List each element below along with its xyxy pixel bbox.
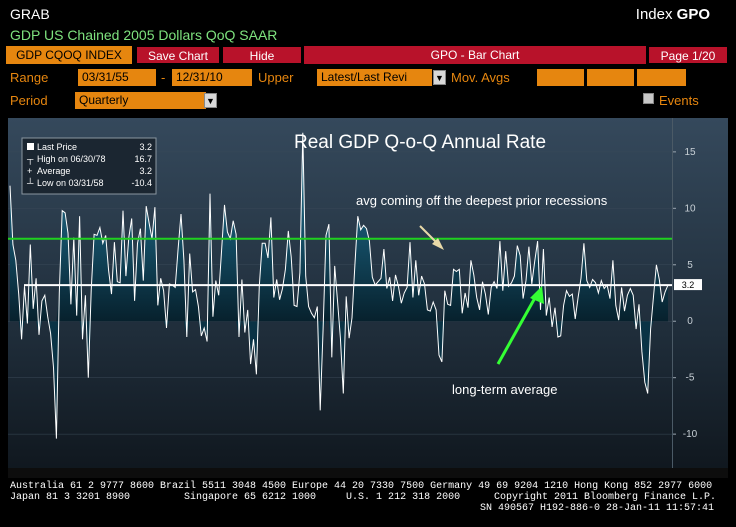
annotation-recession-avg: avg coming off the deepest prior recessi… [356,193,608,208]
legend-high-value: 16.7 [134,154,152,164]
chevron-down-icon[interactable]: ▼ [204,93,217,108]
annotation-arrow-2 [496,295,538,365]
index-code: Index GPO [635,6,710,23]
series-line [9,132,669,439]
low-marker-icon: ┴ [26,177,34,188]
range-separator: - [161,70,166,85]
y-tick-label: -10 [683,429,698,440]
checkbox-icon[interactable] [643,93,654,104]
last-price-swatch [27,143,34,150]
y-tick-label: 5 [687,260,693,271]
security-description: GDP US Chained 2005 Dollars QoQ SAAR [10,27,278,43]
hide-button[interactable]: Hide [222,46,302,64]
y-axis-line [672,118,673,468]
legend-high-label: High on 06/30/78 [37,154,106,164]
top-bar: GRAB Index GPO [0,0,736,24]
y-tick-label: 15 [684,147,696,158]
annotation-long-term-avg: long-term average [452,382,558,397]
range-row: Range 03/31/55 - 12/31/10 Upper Latest/L… [0,68,736,90]
events-toggle[interactable]: Events [643,93,699,108]
y-tick-label: 10 [684,203,696,214]
mov-avg-field-3[interactable] [637,69,686,86]
high-marker-icon: ┬ [26,154,34,165]
arrow-head-icon [530,286,544,304]
arrow-head-icon [432,238,444,250]
chart-type-title: GPO - Bar Chart [304,46,646,64]
toolbar: GDP CQOQ INDEX Save Chart Hide GPO - Bar… [0,46,736,66]
footer-line-2: Japan 81 3 3201 8900 Singapore 65 6212 1… [10,492,461,503]
grab-label: GRAB [10,6,50,22]
legend-low-label: Low on 03/31/58 [37,178,104,188]
y-tick-label: 0 [687,316,693,327]
chevron-down-icon[interactable]: ▼ [433,70,446,85]
save-chart-button[interactable]: Save Chart [136,46,220,64]
upper-label: Upper [258,70,294,85]
footer-sn: SN 490567 H192-886-0 28-Jan-11 11:57:41 [480,503,715,514]
legend-low-value: -10.4 [131,178,152,188]
legend-frame [21,137,157,195]
legend-box: Last Price 3.2 ┬ High on 06/30/78 16.7 +… [21,137,157,195]
legend-average-label: Average [37,166,70,176]
last-value-tag-text: 3.2 [682,280,695,290]
mov-avg-field-2[interactable] [587,69,634,86]
average-marker-icon: + [27,166,32,176]
range-end-field[interactable]: 12/31/10 [172,69,252,86]
period-select[interactable]: Quarterly [75,92,206,109]
y-tick-label: -5 [686,373,695,384]
last-value-tag [674,279,702,291]
chart-title: Real GDP Q-o-Q Annual Rate [294,132,546,153]
period-label: Period [10,93,48,108]
ticker-button[interactable]: GDP CQOQ INDEX [6,46,132,64]
range-start-field[interactable]: 03/31/55 [78,69,156,86]
range-label: Range [10,70,49,85]
x-axis-strip [8,468,728,478]
upper-select[interactable]: Latest/Last Revi [317,69,432,86]
footer-copyright: Copyright 2011 Bloomberg Finance L.P. [494,492,717,503]
legend-last-price-label: Last Price [37,142,77,152]
period-row: Period Quarterly ▼ Events [0,90,736,112]
mov-avg-field-1[interactable] [537,69,584,86]
legend-last-price-value: 3.2 [139,142,152,152]
mov-avgs-label: Mov. Avgs [451,70,510,85]
legend-average-value: 3.2 [139,166,152,176]
page-indicator[interactable]: Page 1/20 [648,46,728,64]
footer-line-1: Australia 61 2 9777 8600 Brazil 5511 304… [10,481,713,492]
